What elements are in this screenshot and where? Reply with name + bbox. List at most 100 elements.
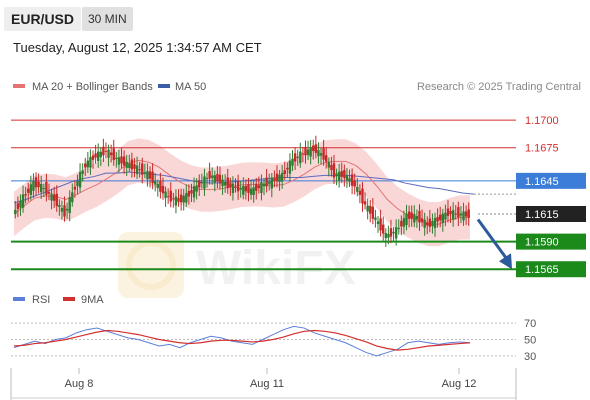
candle: [439, 206, 442, 228]
candle: [78, 163, 82, 193]
candle: [389, 219, 393, 244]
candle: [141, 157, 144, 184]
moving-averages: [13, 159, 516, 225]
candle: [402, 210, 406, 235]
candle: [420, 209, 424, 227]
candle: [345, 167, 349, 188]
candle: [286, 162, 289, 179]
candle: [229, 177, 232, 196]
candle: [441, 208, 444, 232]
ma50-legend-label: MA 50: [175, 81, 206, 93]
candle: [451, 202, 455, 227]
rsi-line: [13, 325, 471, 357]
candle: [252, 180, 255, 203]
candle: [97, 143, 100, 168]
candle: [216, 165, 219, 189]
candle: [86, 151, 90, 173]
candle: [330, 156, 333, 177]
candle: [405, 204, 408, 231]
candle: [60, 200, 64, 220]
candle: [371, 197, 375, 225]
candle: [314, 135, 318, 159]
candle: [444, 204, 447, 227]
candle: [268, 173, 271, 191]
candle: [306, 140, 310, 160]
candle: [151, 163, 154, 190]
candle: [182, 188, 185, 211]
candle: [185, 184, 188, 208]
candle: [332, 154, 336, 184]
candle: [29, 175, 33, 201]
candle: [192, 177, 196, 203]
candle: [407, 205, 411, 228]
level-label-bg-1.1590: [516, 233, 586, 250]
candle: [21, 185, 25, 213]
candle: [179, 188, 183, 211]
candle: [40, 175, 43, 200]
candle: [107, 144, 110, 167]
candle: [94, 144, 97, 164]
credit-text: Research © 2025 Trading Central: [417, 81, 581, 93]
candle: [138, 161, 141, 178]
candle: [169, 182, 172, 208]
candle: [257, 176, 261, 194]
candle: [428, 209, 432, 233]
candle: [234, 178, 237, 193]
candle: [392, 227, 395, 243]
candle: [369, 200, 372, 223]
candle: [159, 172, 162, 199]
level-label-1.1700: 1.1700: [525, 115, 559, 127]
candle: [73, 179, 77, 198]
candle: [89, 149, 92, 175]
candle: [195, 178, 198, 200]
candle: [293, 147, 297, 170]
candle: [52, 186, 56, 209]
candle: [154, 173, 157, 192]
candle: [431, 213, 434, 234]
rsi-ma-legend-swatch: [63, 297, 75, 301]
rsi-level-label: 50: [524, 335, 536, 347]
x-tick-label: Aug 8: [65, 378, 94, 390]
level-label-1.1675: 1.1675: [525, 143, 559, 155]
x-tick-label: Aug 11: [250, 378, 284, 390]
candle: [366, 198, 369, 220]
candle: [198, 174, 201, 196]
candle: [122, 150, 126, 174]
candle: [410, 205, 413, 227]
candle: [255, 177, 258, 200]
candle: [413, 205, 416, 228]
candle: [91, 150, 95, 169]
candle: [384, 228, 387, 247]
candle: [156, 179, 159, 197]
candle: [247, 177, 250, 202]
candle: [394, 219, 398, 246]
x-axis-ticks: Aug 8 Aug 11 Aug 12: [65, 368, 476, 390]
candle: [148, 166, 152, 188]
timeframe-badge[interactable]: 30 MIN: [82, 7, 133, 31]
candle: [166, 188, 170, 204]
candle: [42, 183, 45, 198]
symbol-label: EUR/USD: [4, 7, 82, 31]
candle: [239, 180, 242, 198]
candle: [213, 170, 216, 192]
level-label-1.1615: 1.1615: [525, 209, 559, 221]
candle: [433, 212, 437, 237]
level-label-1.1565: 1.1565: [525, 264, 559, 276]
candle: [348, 169, 351, 187]
candle: [102, 138, 105, 163]
candle: [353, 173, 356, 195]
candle: [325, 147, 328, 169]
candle: [205, 172, 209, 188]
candle: [161, 177, 165, 200]
candle: [68, 190, 71, 222]
candlesticks: [14, 135, 470, 247]
candle: [112, 139, 115, 166]
candle: [322, 139, 325, 166]
level-label-1.1590: 1.1590: [525, 237, 559, 249]
candle: [457, 201, 460, 227]
candle: [400, 215, 403, 236]
candle: [312, 139, 315, 160]
candle: [50, 188, 53, 210]
candle: [236, 174, 240, 200]
candle: [143, 163, 147, 179]
